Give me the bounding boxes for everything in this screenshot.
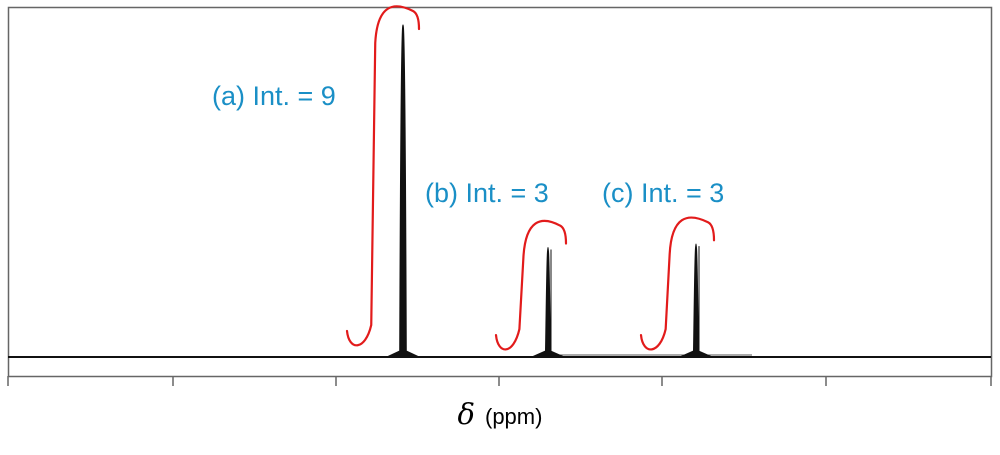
- spectrum-peak-a: [386, 24, 420, 358]
- peak-labels-layer: (a) Int. = 9 (b) Int. = 3 (c) Int. = 3: [212, 81, 724, 208]
- x-axis-label: δ (ppm): [458, 397, 543, 431]
- peak-label-c: (c) Int. = 3: [602, 178, 724, 208]
- x-axis-unit: (ppm): [485, 404, 542, 429]
- integral-curve-c: [639, 216, 716, 351]
- integral-curves-layer: [345, 5, 716, 351]
- spectrum-layer: [8, 24, 991, 358]
- spectrum-peak-b: [531, 246, 565, 358]
- plot-frame: [7, 6, 993, 378]
- peak-label-b: (b) Int. = 3: [425, 178, 549, 208]
- integral-curve-a: [345, 5, 421, 347]
- spectrum-peak-c: [679, 243, 713, 358]
- integral-curve-b: [494, 219, 568, 351]
- x-axis-symbol: δ: [458, 397, 475, 431]
- x-axis-ticks: [7, 376, 992, 386]
- peak-label-a: (a) Int. = 9: [212, 81, 336, 111]
